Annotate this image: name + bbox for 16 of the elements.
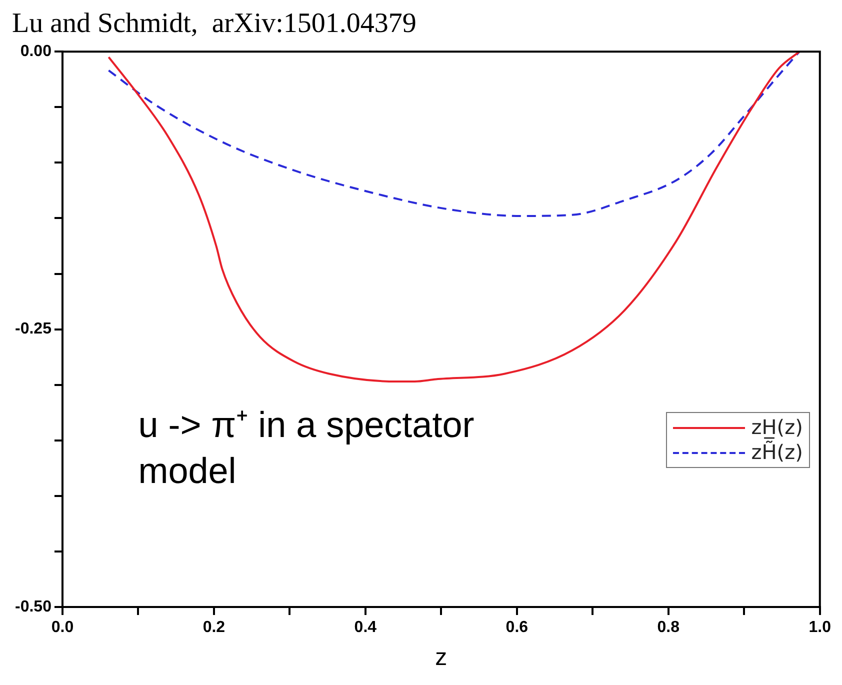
x-tick-label: 1.0: [808, 619, 832, 636]
y-tick-label: -0.25: [15, 320, 52, 338]
x-axis-title: z: [435, 644, 448, 672]
chart-title: Lu and Schmidt, arXiv:1501.04379: [12, 8, 416, 40]
annotation: u -> π⁺ in a spectator model: [138, 402, 476, 494]
y-tick-label: -0.50: [15, 598, 52, 616]
x-tick-label: 0.4: [354, 619, 377, 636]
x-tick-label: 0.2: [202, 619, 226, 636]
x-tick-label: 0.0: [51, 619, 74, 636]
y-tick-label: 0.00: [20, 43, 52, 60]
x-tick-label: 0.6: [506, 619, 528, 636]
legend-label: zH̲(z): [751, 415, 803, 440]
line-series: [108, 52, 800, 217]
legend-label: zH̃(z): [751, 440, 803, 466]
x-tick-label: 0.8: [657, 619, 680, 636]
line-series: [108, 52, 800, 383]
